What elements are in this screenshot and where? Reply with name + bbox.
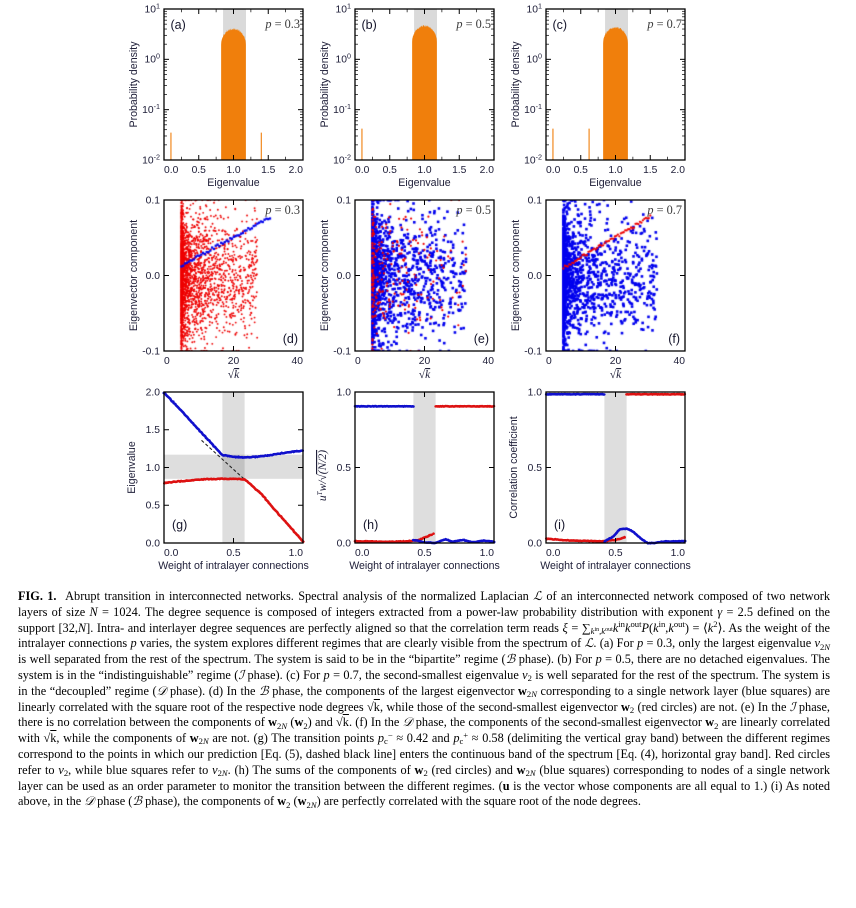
svg-text:0.1: 0.1 (337, 195, 352, 206)
svg-text:1.0: 1.0 (671, 548, 686, 559)
svg-text:0.5: 0.5 (337, 463, 352, 474)
svg-text:0.0: 0.0 (337, 271, 352, 282)
svg-text:20: 20 (610, 356, 622, 367)
svg-text:1.0: 1.0 (337, 387, 352, 398)
svg-text:101: 101 (527, 1, 542, 16)
svg-text:Probability density: Probability density (128, 41, 140, 128)
svg-text:100: 100 (527, 51, 542, 66)
svg-text:0.0: 0.0 (355, 548, 370, 559)
svg-text:0.5: 0.5 (528, 463, 543, 474)
svg-text:Weight of intralayer connectio: Weight of intralayer connections (158, 560, 309, 572)
svg-text:Eigenvalue: Eigenvalue (126, 441, 138, 494)
svg-text:0.0: 0.0 (546, 165, 561, 176)
svg-text:Weight of intralayer connectio: Weight of intralayer connections (349, 560, 500, 572)
svg-text:(b): (b) (362, 18, 377, 32)
svg-text:1.0: 1.0 (146, 463, 161, 474)
svg-text:0.0: 0.0 (528, 538, 543, 549)
svg-text:1.0: 1.0 (417, 165, 432, 176)
svg-text:0.0: 0.0 (546, 548, 561, 559)
svg-text:p = 0.5: p = 0.5 (455, 17, 491, 31)
svg-text:1.5: 1.5 (452, 165, 467, 176)
svg-text:1.0: 1.0 (289, 548, 304, 559)
svg-text:10-2: 10-2 (333, 152, 351, 167)
svg-text:100: 100 (336, 51, 351, 66)
svg-text:p = 0.7: p = 0.7 (646, 17, 682, 31)
svg-text:0.5: 0.5 (574, 165, 589, 176)
svg-text:10-1: 10-1 (142, 101, 160, 116)
svg-text:0.0: 0.0 (146, 271, 161, 282)
svg-text:10-2: 10-2 (524, 152, 542, 167)
svg-text:0: 0 (164, 356, 170, 367)
svg-text:0.0: 0.0 (337, 538, 352, 549)
svg-text:2.0: 2.0 (289, 165, 304, 176)
svg-text:Probability density: Probability density (510, 41, 522, 128)
svg-text:1.5: 1.5 (261, 165, 276, 176)
svg-text:100: 100 (145, 51, 160, 66)
svg-text:0.0: 0.0 (164, 165, 179, 176)
svg-text:(h): (h) (363, 518, 378, 532)
svg-text:Eigenvector component: Eigenvector component (128, 220, 140, 331)
svg-text:1.0: 1.0 (608, 165, 623, 176)
svg-text:-0.1: -0.1 (142, 346, 160, 357)
svg-text:0.0: 0.0 (355, 165, 370, 176)
svg-text:Correlation coefficient: Correlation coefficient (508, 416, 520, 518)
svg-text:40: 40 (483, 356, 495, 367)
svg-text:Eigenvalue: Eigenvalue (589, 177, 642, 189)
svg-text:(g): (g) (172, 518, 187, 532)
svg-text:0.0: 0.0 (164, 548, 179, 559)
svg-text:Probability density: Probability density (319, 41, 331, 128)
svg-text:40: 40 (674, 356, 686, 367)
svg-text:20: 20 (419, 356, 431, 367)
svg-text:10-1: 10-1 (333, 101, 351, 116)
svg-text:0: 0 (355, 356, 361, 367)
svg-text:0.5: 0.5 (226, 548, 241, 559)
svg-text:10-2: 10-2 (142, 152, 160, 167)
svg-text:Eigenvalue: Eigenvalue (207, 177, 260, 189)
svg-text:0: 0 (546, 356, 552, 367)
svg-text:1.0: 1.0 (226, 165, 241, 176)
svg-text:0.1: 0.1 (528, 195, 543, 206)
svg-text:Eigenvalue: Eigenvalue (398, 177, 451, 189)
svg-text:(c): (c) (553, 18, 568, 32)
svg-text:101: 101 (336, 1, 351, 16)
svg-text:1.0: 1.0 (528, 387, 543, 398)
svg-text:0.5: 0.5 (417, 548, 432, 559)
svg-text:0.5: 0.5 (383, 165, 398, 176)
svg-text:p = 0.3: p = 0.3 (264, 17, 300, 31)
svg-text:0.0: 0.0 (146, 538, 161, 549)
svg-text:0.0: 0.0 (528, 271, 543, 282)
svg-text:-0.1: -0.1 (333, 346, 351, 357)
svg-text:0.5: 0.5 (192, 165, 207, 176)
svg-text:0.5: 0.5 (146, 501, 161, 512)
svg-text:Weight of intralayer connectio: Weight of intralayer connections (540, 560, 691, 572)
svg-text:(i): (i) (554, 518, 565, 532)
svg-text:20: 20 (228, 356, 240, 367)
svg-text:(a): (a) (171, 18, 186, 32)
svg-text:1.5: 1.5 (146, 425, 161, 436)
svg-text:Eigenvector component: Eigenvector component (510, 220, 522, 331)
svg-text:uTw/√(N/2): uTw/√(N/2) (316, 450, 329, 501)
svg-text:0.1: 0.1 (146, 195, 161, 206)
svg-text:Eigenvector component: Eigenvector component (319, 220, 331, 331)
svg-text:2.0: 2.0 (480, 165, 495, 176)
svg-text:101: 101 (145, 1, 160, 16)
svg-text:2.0: 2.0 (671, 165, 686, 176)
svg-text:2.0: 2.0 (146, 387, 161, 398)
svg-text:-0.1: -0.1 (524, 346, 542, 357)
svg-text:0.5: 0.5 (608, 548, 623, 559)
svg-text:1.0: 1.0 (480, 548, 495, 559)
svg-text:1.5: 1.5 (643, 165, 658, 176)
svg-text:40: 40 (292, 356, 304, 367)
svg-text:10-1: 10-1 (524, 101, 542, 116)
